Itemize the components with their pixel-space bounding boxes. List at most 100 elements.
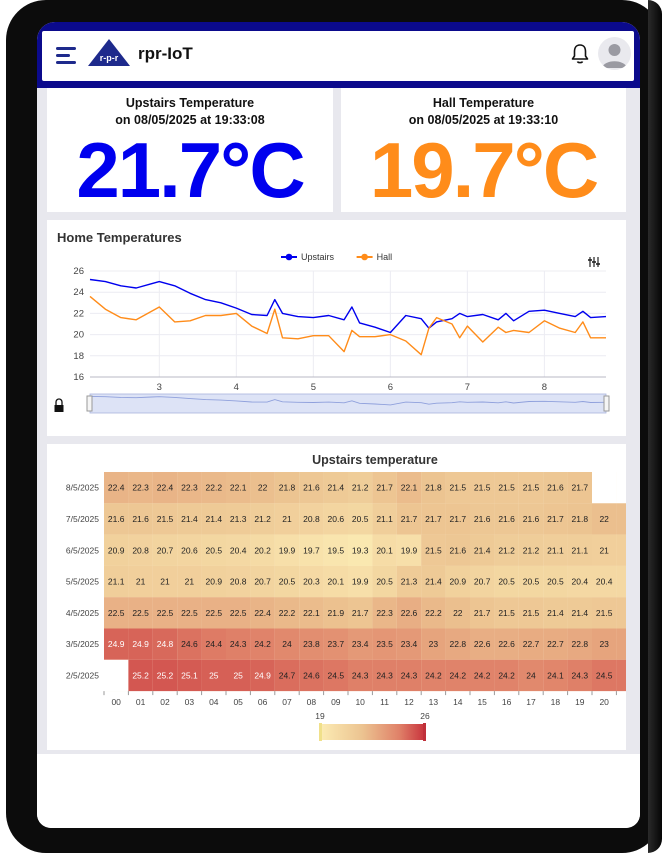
heatmap-cell[interactable] xyxy=(299,503,324,535)
heatmap-cell[interactable] xyxy=(128,472,153,504)
heatmap-cell[interactable] xyxy=(616,659,626,692)
heatmap-cell[interactable] xyxy=(396,628,422,660)
heatmap-cell[interactable] xyxy=(470,597,495,629)
heatmap-cell[interactable] xyxy=(177,534,202,566)
heatmap-cell[interactable] xyxy=(445,628,470,660)
heatmap-cell[interactable] xyxy=(348,534,373,566)
heatmap-cell[interactable] xyxy=(445,534,470,566)
heatmap-cell[interactable] xyxy=(421,503,446,535)
heatmap-cell[interactable] xyxy=(226,659,251,692)
heatmap-cell[interactable] xyxy=(445,597,470,629)
heatmap-cell[interactable] xyxy=(396,659,422,692)
heatmap-cell[interactable] xyxy=(616,628,626,660)
heatmap-cell[interactable] xyxy=(177,659,202,692)
heatmap-cell[interactable] xyxy=(567,565,592,598)
heatmap-cell[interactable] xyxy=(518,472,544,504)
heatmap-cell[interactable] xyxy=(348,503,373,535)
heatmap-cell[interactable] xyxy=(177,628,202,660)
heatmap-cell[interactable] xyxy=(494,628,519,660)
range-handle-left[interactable] xyxy=(86,395,93,412)
heatmap-cell[interactable] xyxy=(470,565,495,598)
heatmap-cell[interactable] xyxy=(250,534,275,566)
heatmap-cell[interactable] xyxy=(372,659,397,692)
heatmap-cell[interactable] xyxy=(396,534,422,566)
heatmap-cell[interactable] xyxy=(470,659,495,692)
heatmap-cell[interactable] xyxy=(274,659,300,692)
heatmap-cell[interactable] xyxy=(372,565,397,598)
heatmap-cell[interactable] xyxy=(445,472,470,504)
heatmap-cell[interactable] xyxy=(592,659,617,692)
heatmap-cell[interactable] xyxy=(470,534,495,566)
range-navigator[interactable] xyxy=(89,393,607,414)
heatmap-cell[interactable] xyxy=(348,565,373,598)
heatmap-cell[interactable] xyxy=(567,597,592,629)
heatmap-cell[interactable] xyxy=(421,659,446,692)
heatmap-cell[interactable] xyxy=(421,597,446,629)
heatmap-cell[interactable] xyxy=(250,503,275,535)
heatmap-cell[interactable] xyxy=(177,503,202,535)
heatmap-cell[interactable] xyxy=(274,565,300,598)
heatmap-cell[interactable] xyxy=(592,565,617,598)
user-avatar-icon[interactable] xyxy=(598,37,631,70)
heatmap-cell[interactable] xyxy=(470,503,495,535)
heatmap-cell[interactable] xyxy=(177,597,202,629)
heatmap-cell[interactable] xyxy=(299,628,324,660)
heatmap-cell[interactable] xyxy=(152,534,178,566)
heatmap-cell[interactable] xyxy=(421,628,446,660)
heatmap-cell[interactable] xyxy=(421,534,446,566)
scale-handle-min[interactable] xyxy=(319,723,322,741)
heatmap-cell[interactable] xyxy=(104,628,129,660)
heatmap-cell[interactable] xyxy=(494,534,519,566)
heatmap-cell[interactable] xyxy=(494,565,519,598)
heatmap-cell[interactable] xyxy=(226,534,251,566)
heatmap-cell[interactable] xyxy=(396,597,422,629)
heatmap-cell[interactable] xyxy=(372,503,397,535)
heatmap-cell[interactable] xyxy=(518,659,544,692)
heatmap-cell[interactable] xyxy=(201,659,226,692)
hamburger-menu-icon[interactable] xyxy=(56,46,76,64)
heatmap-cell[interactable] xyxy=(567,534,592,566)
heatmap-cell[interactable] xyxy=(201,628,226,660)
heatmap-cell[interactable] xyxy=(518,565,544,598)
heatmap-cell[interactable] xyxy=(396,565,422,598)
heatmap-cell[interactable] xyxy=(226,565,251,598)
heatmap-cell[interactable] xyxy=(177,565,202,598)
bell-icon[interactable] xyxy=(570,43,590,65)
heatmap-cell[interactable] xyxy=(104,472,129,504)
heatmap-cell[interactable] xyxy=(567,659,592,692)
heatmap-cell[interactable] xyxy=(518,628,544,660)
heatmap-cell[interactable] xyxy=(543,628,568,660)
heatmap-cell[interactable] xyxy=(299,597,324,629)
heatmap-cell[interactable] xyxy=(543,565,568,598)
heatmap-cell[interactable] xyxy=(616,565,626,598)
heatmap-cell[interactable] xyxy=(274,503,300,535)
heatmap-cell[interactable] xyxy=(152,565,178,598)
heatmap-cell[interactable] xyxy=(323,628,348,660)
heatmap-cell[interactable] xyxy=(372,534,397,566)
heatmap-cell[interactable] xyxy=(104,597,129,629)
heatmap-cell[interactable] xyxy=(567,503,592,535)
heatmap-cell[interactable] xyxy=(543,534,568,566)
heatmap-cell[interactable] xyxy=(372,597,397,629)
heatmap-cell[interactable] xyxy=(152,472,178,504)
heatmap-cell[interactable] xyxy=(445,503,470,535)
heatmap-cell[interactable] xyxy=(323,597,348,629)
heatmap-cell[interactable] xyxy=(323,659,348,692)
heatmap-cell[interactable] xyxy=(348,597,373,629)
heatmap-cell[interactable] xyxy=(470,472,495,504)
heatmap-cell[interactable] xyxy=(445,565,470,598)
heatmap-cell[interactable] xyxy=(323,503,348,535)
heatmap-cell[interactable] xyxy=(372,472,397,504)
heatmap-cell[interactable] xyxy=(518,503,544,535)
heatmap-cell[interactable] xyxy=(543,659,568,692)
heatmap-cell[interactable] xyxy=(152,597,178,629)
heatmap-cell[interactable] xyxy=(128,503,153,535)
heatmap-cell[interactable] xyxy=(323,565,348,598)
heatmap-cell[interactable] xyxy=(226,628,251,660)
heatmap-cell[interactable] xyxy=(152,628,178,660)
heatmap-cell[interactable] xyxy=(152,659,178,692)
heatmap-cell[interactable] xyxy=(543,472,568,504)
heatmap-cell[interactable] xyxy=(299,659,324,692)
heatmap-cell[interactable] xyxy=(323,472,348,504)
heatmap-cell[interactable] xyxy=(226,472,251,504)
